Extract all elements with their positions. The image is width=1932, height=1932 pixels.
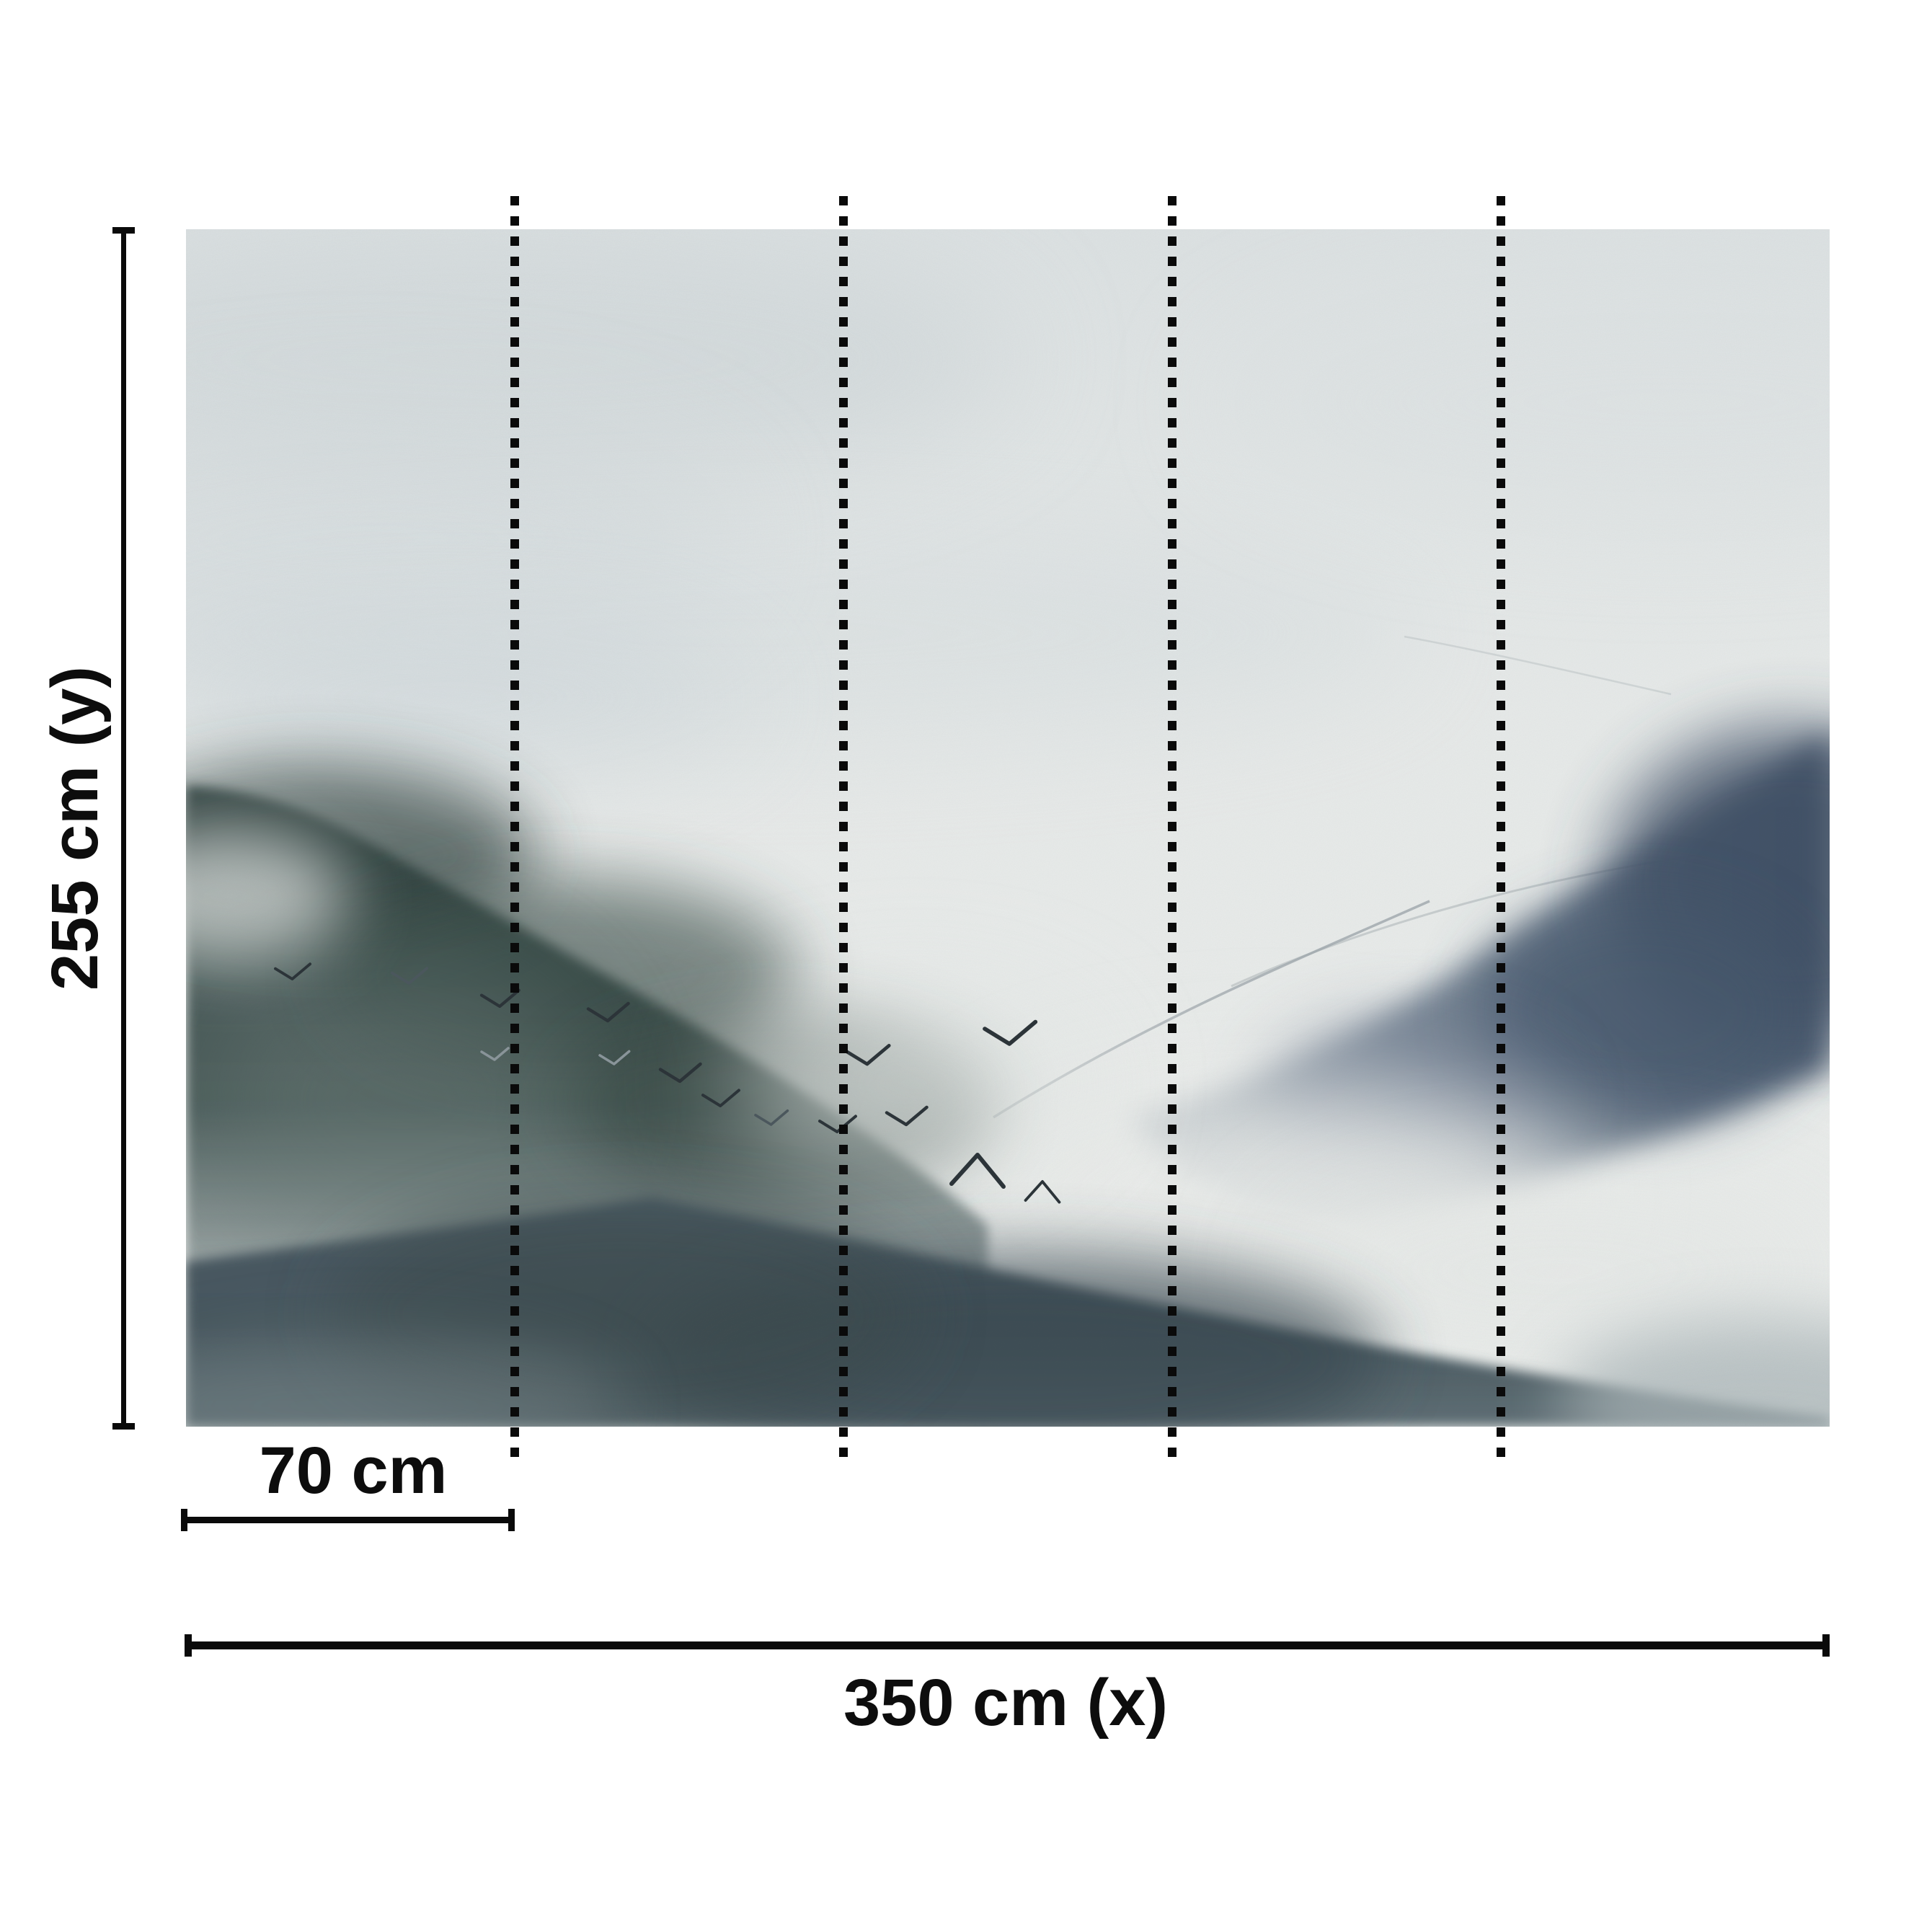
mural-paper-texture: [186, 229, 1830, 1427]
panel-divider-dotted-line-2: [839, 196, 848, 1458]
total-width-label: 350 cm (x): [843, 1666, 1169, 1740]
total-width-left-tick: [185, 1634, 192, 1657]
wallpaper-mural-image: [186, 229, 1830, 1427]
height-dimension-top-tick: [112, 227, 135, 234]
panel-width-left-tick: [181, 1509, 187, 1531]
total-width-dimension-line: [187, 1641, 1827, 1649]
panel-divider-dotted-line-4: [1497, 196, 1505, 1458]
panel-divider-dotted-line-1: [510, 196, 519, 1458]
height-dimension-label: 255 cm (y): [38, 665, 112, 991]
panel-divider-dotted-line-3: [1168, 196, 1177, 1458]
height-dimension-bottom-tick: [112, 1423, 135, 1430]
total-width-right-tick: [1822, 1634, 1830, 1657]
panel-width-right-tick: [508, 1509, 515, 1531]
panel-width-dimension-line: [184, 1517, 514, 1523]
height-dimension-line: [121, 229, 126, 1427]
panel-width-label: 70 cm: [259, 1434, 448, 1507]
